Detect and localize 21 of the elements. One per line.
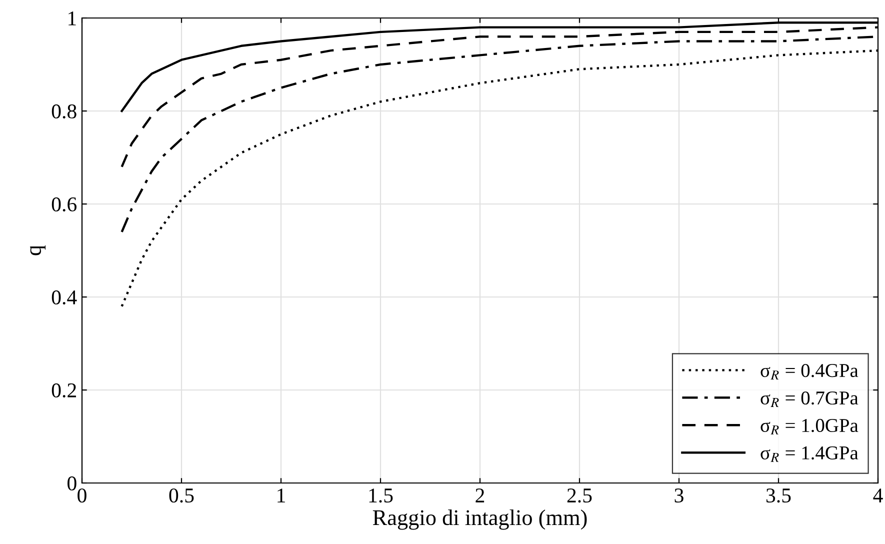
x-tick-label: 0 [78, 488, 86, 503]
x-tick-label: 1 [278, 488, 285, 502]
x-tick-label: 0.5 [169, 488, 194, 503]
y-tick-label: 0.8 [52, 104, 76, 119]
x-tick-label: 4 [873, 488, 883, 502]
x-axis-title: Raggio di intaglio (mm) [372, 510, 587, 530]
legend-label: σ$_{R}$ = 1.4GPa [760, 446, 858, 462]
legend-label: σ$_{R}$ = 0.7GPa [760, 391, 858, 407]
y-axis-title: q [30, 245, 46, 256]
x-tick-label: 2 [476, 488, 484, 502]
x-tick-label: 1.5 [369, 488, 393, 503]
legend-label: σ$_{R}$ = 0.4GPa [760, 364, 858, 380]
y-tick-label: 0 [68, 476, 76, 490]
legend-label: σ$_{R}$ = 1.0GPa [760, 418, 858, 434]
y-tick-label: 0.4 [52, 290, 77, 305]
x-tick-label: 3 [674, 488, 684, 503]
x-tick-label: 2.5 [567, 488, 592, 503]
y-tick-label: 0.6 [52, 197, 77, 212]
y-tick-label: 1 [68, 11, 76, 26]
x-tick-label: 3.5 [766, 488, 791, 503]
y-tick-label: 0.2 [52, 383, 76, 398]
